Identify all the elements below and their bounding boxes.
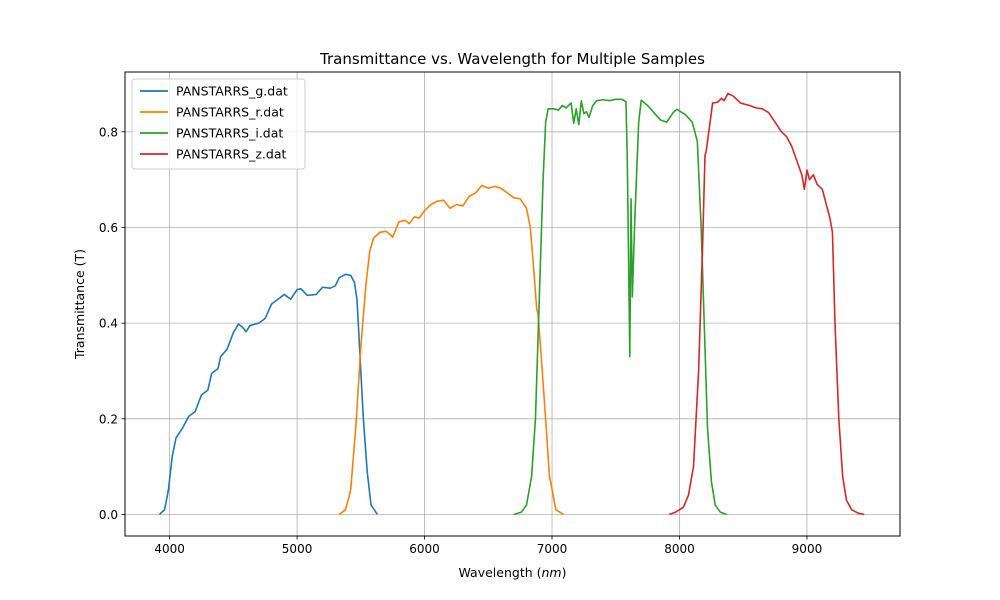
series-lines: [158, 92, 865, 516]
x-axis-label: Wavelength (nm): [458, 565, 566, 580]
chart-title: Transmittance vs. Wavelength for Multipl…: [319, 50, 705, 68]
y-tick-label: 0.8: [99, 125, 118, 139]
series-line-2: [338, 184, 564, 516]
x-tick-label: 5000: [282, 542, 313, 556]
y-tick-label: 0.2: [99, 412, 118, 426]
legend-box: [131, 78, 306, 170]
x-tick-label: 9000: [792, 542, 823, 556]
legend: PANSTARRS_g.dat PANSTARRS_r.dat PANSTARRS_…: [131, 78, 306, 170]
x-tick-label: 8000: [664, 542, 695, 556]
legend-label: PANSTARRS_z.dat: [176, 147, 286, 162]
legend-label: PANSTARRS_g.dat: [176, 84, 288, 99]
axis-ticks: 4000 5000 6000 7000 8000 9000 0.0 0.2 0.4 0.6 0.8: [99, 125, 822, 556]
y-tick-label: 0.4: [99, 317, 118, 331]
y-tick-label: 0.6: [99, 221, 118, 235]
y-axis-label: Transmittance (T): [72, 249, 87, 360]
series-line-1: [158, 273, 379, 516]
legend-label: PANSTARRS_i.dat: [176, 126, 283, 141]
x-tick-label: 7000: [537, 542, 568, 556]
series-line-4: [668, 92, 865, 516]
x-tick-label: 6000: [409, 542, 440, 556]
y-tick-label: 0.0: [99, 508, 118, 522]
series-line-3: [513, 98, 727, 516]
x-tick-label: 4000: [154, 542, 185, 556]
plot-frame: [124, 71, 901, 537]
legend-label: PANSTARRS_r.dat: [176, 105, 284, 120]
grid: [125, 72, 900, 536]
